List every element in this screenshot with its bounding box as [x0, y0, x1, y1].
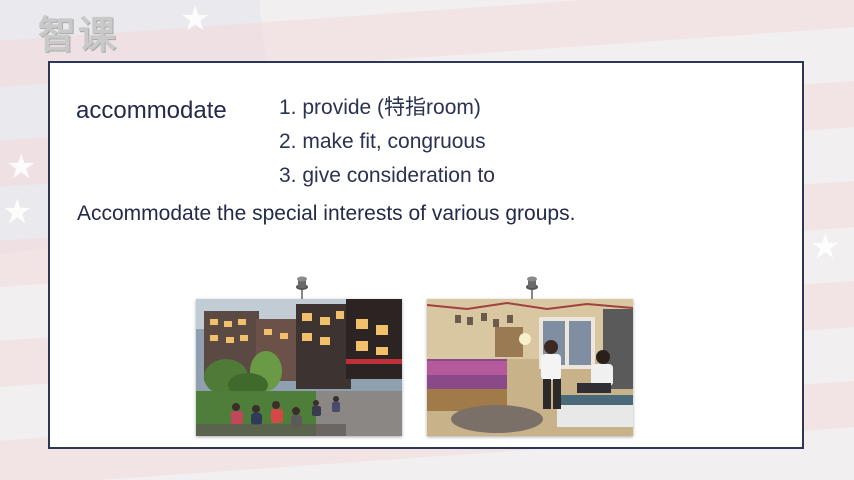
watermark-logo: 智课 [38, 13, 119, 57]
dormitory-courtyard-photo [196, 299, 402, 436]
definition-item: 2. make fit, congruous [279, 130, 486, 153]
definition-list: 1. provide (特指room) 2. make fit, congruo… [279, 91, 495, 193]
star-icon: ★ [810, 227, 841, 267]
vocabulary-card: accommodate 1. provide (特指room) 2. make … [48, 61, 804, 449]
pushpin-icon [526, 276, 538, 302]
example-sentence: Accommodate the special interests of var… [77, 202, 576, 225]
star-icon: ★ [2, 192, 33, 232]
star-icon: ★ [180, 0, 211, 39]
vocabulary-word: accommodate [76, 97, 227, 124]
definition-item: 3. give consideration to [279, 164, 495, 187]
star-icon: ★ [6, 147, 37, 187]
pushpin-icon [296, 276, 308, 302]
definition-item: 1. provide (特指room) [279, 96, 481, 119]
dorm-room-photo [427, 299, 633, 436]
